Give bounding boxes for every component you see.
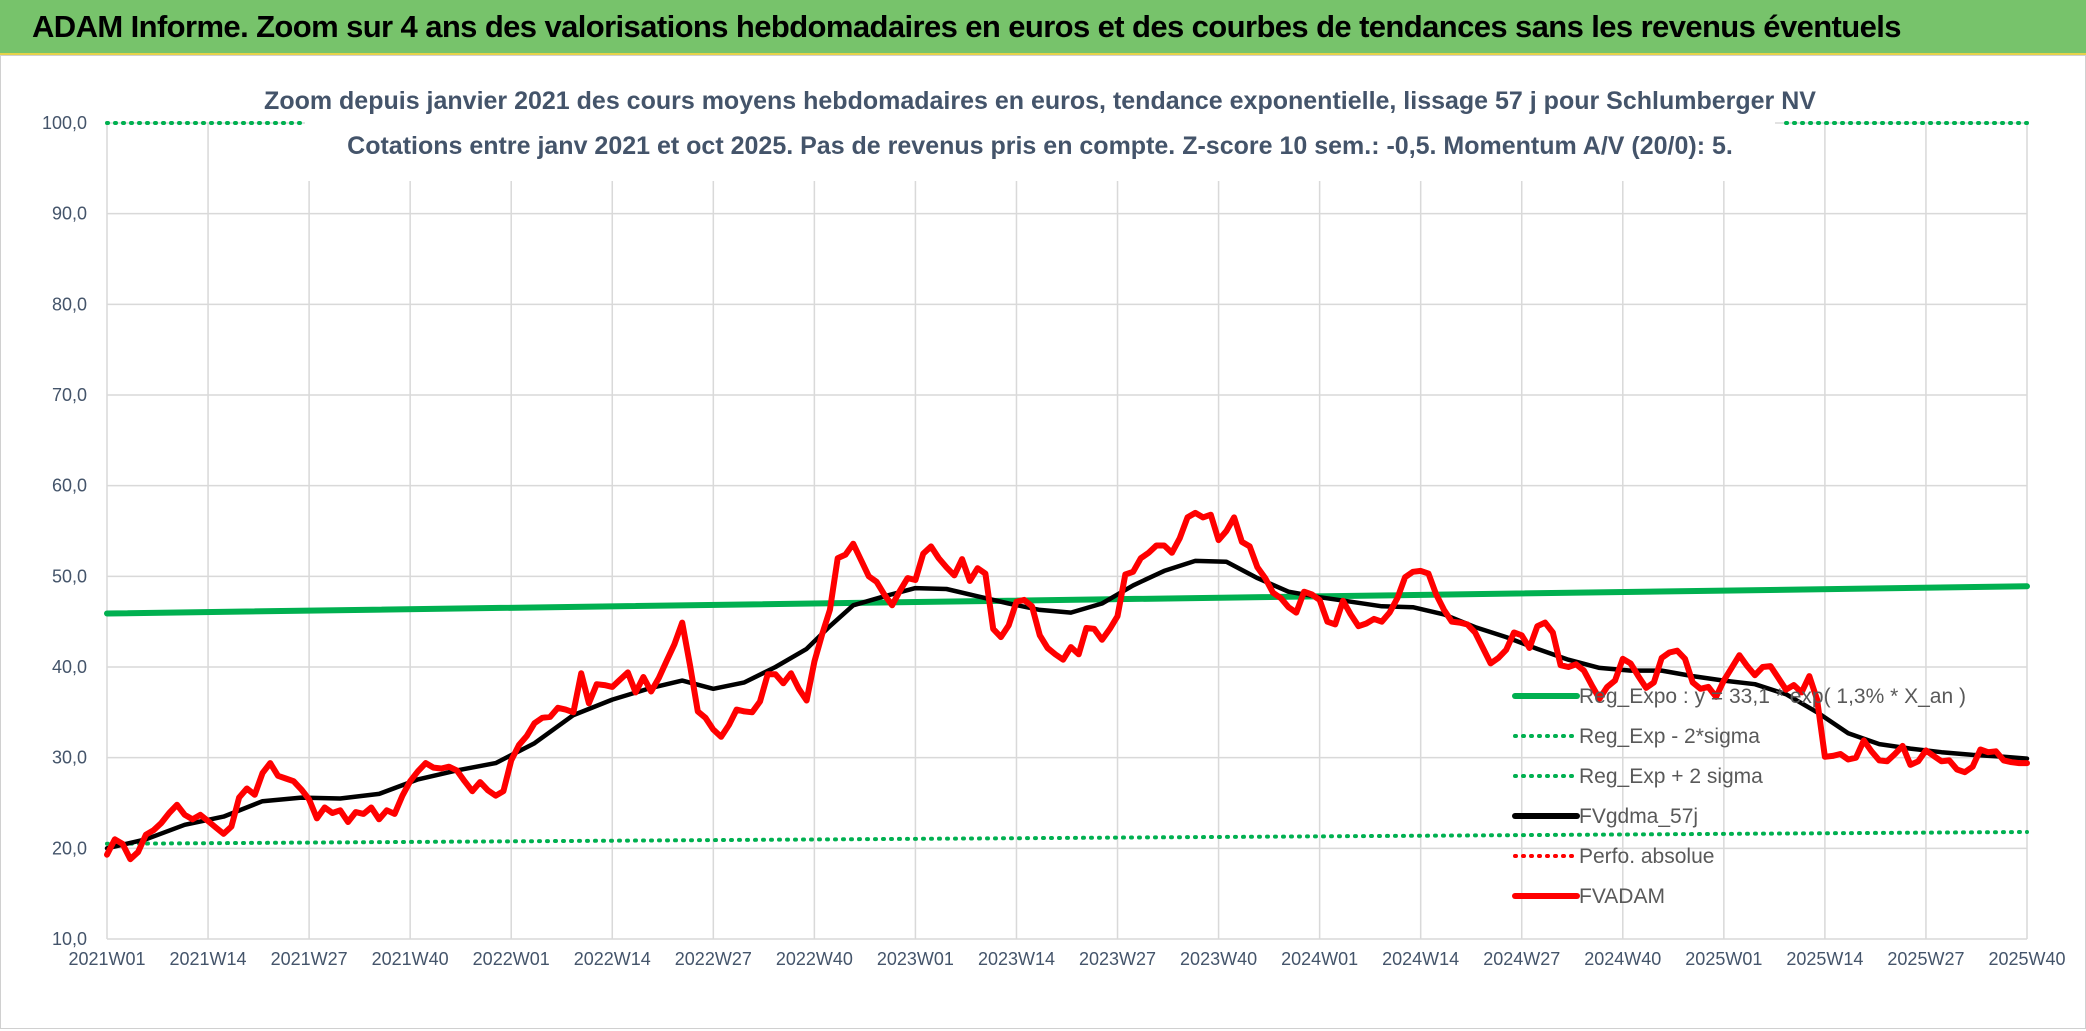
series-1-line — [105, 830, 2029, 846]
y-tick-label: 70,0 — [52, 385, 87, 405]
series-0-line — [104, 583, 2030, 617]
chart-legend: Reg_Expo : y = 33,1 * exp( 1,3% * X_an )… — [1512, 685, 1966, 908]
x-tick-label: 2025W01 — [1685, 949, 1762, 969]
y-tick-label: 100,0 — [42, 113, 87, 133]
series-3-line — [104, 558, 2030, 851]
chart-frame: 10,0 20,0 30,0 40,0 50,0 60,0 70,0 80,0 90,0 100,… — [0, 55, 2086, 1029]
y-tick-label: 80,0 — [52, 294, 87, 314]
y-tick-label: 90,0 — [52, 204, 87, 224]
legend-label: Reg_Exp + 2 sigma — [1579, 765, 1763, 788]
legend-label: FVADAM — [1579, 885, 1665, 908]
legend-label: Reg_Exp - 2*sigma — [1579, 725, 1760, 748]
y-axis: 10,0 20,0 30,0 40,0 50,0 60,0 70,0 80,0 90,0 100,… — [42, 113, 87, 949]
x-tick-label: 2024W01 — [1281, 949, 1358, 969]
series-layer — [104, 121, 2030, 863]
price-trend-chart: 10,0 20,0 30,0 40,0 50,0 60,0 70,0 80,0 90,0 100,… — [42, 78, 2066, 969]
report-banner: ADAM Informe. Zoom sur 4 ans des valoris… — [0, 0, 2086, 55]
legend-label: Perfo. absolue — [1579, 845, 1714, 868]
report-title: ADAM Informe. Zoom sur 4 ans des valoris… — [32, 9, 1902, 44]
y-tick-label: 10,0 — [52, 929, 87, 949]
title-backdrop — [305, 78, 1775, 181]
x-tick-label: 2023W40 — [1180, 949, 1257, 969]
x-tick-label: 2021W40 — [372, 949, 449, 969]
x-tick-label: 2024W14 — [1382, 949, 1459, 969]
chart-subtitle: Cotations entre janv 2021 et oct 2025. P… — [347, 132, 1733, 160]
y-tick-label: 50,0 — [52, 566, 87, 586]
y-tick-label: 20,0 — [52, 838, 87, 858]
x-tick-label: 2024W27 — [1483, 949, 1560, 969]
x-tick-label: 2025W27 — [1887, 949, 1964, 969]
x-tick-label: 2022W01 — [473, 949, 550, 969]
x-tick-label: 2025W40 — [1988, 949, 2065, 969]
series-5-line — [104, 509, 2030, 863]
y-tick-label: 30,0 — [52, 748, 87, 768]
chart-gridlines — [106, 122, 2028, 940]
x-tick-label: 2022W14 — [574, 949, 651, 969]
legend-label: FVgdma_57j — [1579, 805, 1698, 828]
x-tick-label: 2021W27 — [271, 949, 348, 969]
legend-label: Reg_Expo : y = 33,1 * exp( 1,3% * X_an ) — [1579, 685, 1966, 708]
y-tick-label: 40,0 — [52, 657, 87, 677]
y-tick-label: 60,0 — [52, 476, 87, 496]
x-tick-label: 2024W40 — [1584, 949, 1661, 969]
x-tick-label: 2021W14 — [170, 949, 247, 969]
x-tick-label: 2023W01 — [877, 949, 954, 969]
x-axis: 2021W01 2021W14 2021W27 2021W40 2022W01 2022W… — [68, 949, 2065, 969]
chart-title: Zoom depuis janvier 2021 des cours moyen… — [264, 87, 1816, 115]
x-tick-label: 2022W27 — [675, 949, 752, 969]
x-tick-label: 2025W14 — [1786, 949, 1863, 969]
x-tick-label: 2023W14 — [978, 949, 1055, 969]
x-tick-label: 2022W40 — [776, 949, 853, 969]
x-tick-label: 2023W27 — [1079, 949, 1156, 969]
x-tick-label: 2021W01 — [68, 949, 145, 969]
